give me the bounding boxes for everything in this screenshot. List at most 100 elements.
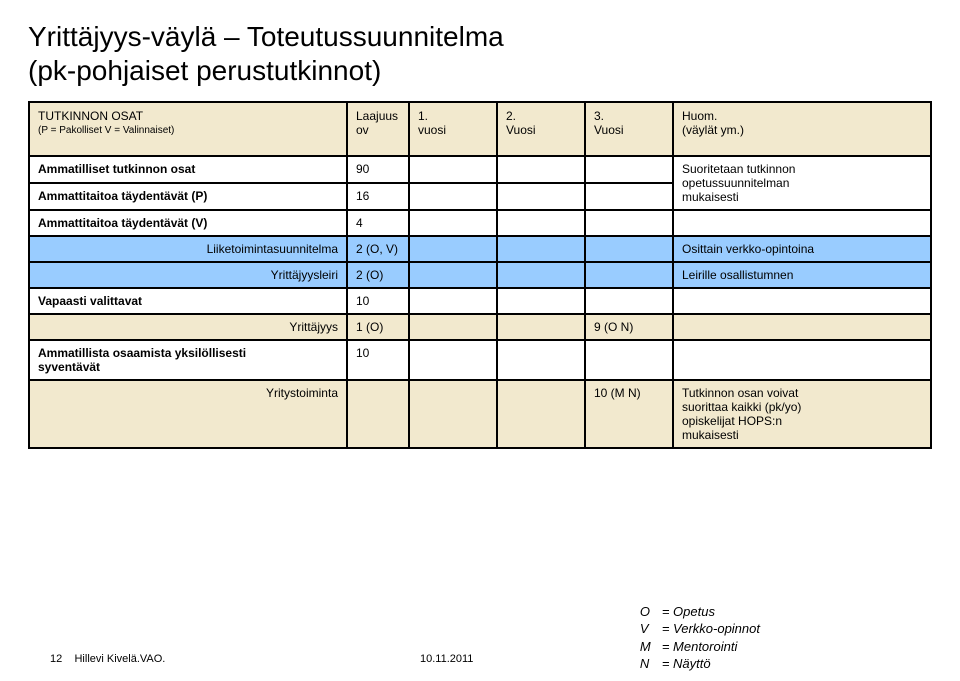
- cell-leiri-val: 2 (O): [347, 262, 409, 288]
- hdr-notes: Huom. (väylät ym.): [673, 102, 931, 156]
- yt-notes-l2: suorittaa kaikki (pk/yo): [682, 400, 801, 414]
- cell-vapaasti-label: Vapaasti valittavat: [29, 288, 347, 314]
- hdr-y1-l1: 1.: [418, 109, 428, 123]
- cell-empty: [673, 314, 931, 340]
- cell-empty: [409, 183, 497, 210]
- sectA-notes-l2: opetussuunnitelman: [682, 176, 789, 190]
- cell-taydentavat-p-val: 16: [347, 183, 409, 210]
- hdr-osat-l1: TUTKINNON OSAT: [38, 109, 143, 123]
- sectA-notes-l1: Suoritetaan tutkinnon: [682, 162, 795, 176]
- cell-empty: [585, 288, 673, 314]
- cell-empty: [585, 262, 673, 288]
- legend-n: = Näyttö: [662, 655, 711, 673]
- cell-syventavat-label: Ammatillista osaamista yksilöllisesti sy…: [29, 340, 347, 380]
- cell-empty: [409, 340, 497, 380]
- cell-empty: [497, 156, 585, 183]
- hdr-y2: 2. Vuosi: [497, 102, 585, 156]
- row-ammatilliset: Ammatilliset tutkinnon osat 90 Suoriteta…: [29, 156, 931, 183]
- cell-empty: [585, 340, 673, 380]
- cell-empty: [409, 380, 497, 448]
- cell-empty: [409, 210, 497, 236]
- hdr-y3-l2: Vuosi: [594, 123, 624, 137]
- cell-taydentavat-v-val: 4: [347, 210, 409, 236]
- cell-empty: [497, 183, 585, 210]
- sectA-notes-l3: mukaisesti: [682, 190, 739, 204]
- hdr-laajuus: Laajuus ov: [347, 102, 409, 156]
- table-header-row: TUTKINNON OSAT (P = Pakolliset V = Valin…: [29, 102, 931, 156]
- cell-taydentavat-v-label: Ammattitaitoa täydentävät (V): [29, 210, 347, 236]
- cell-yritystoiminta-label: Yritystoiminta: [29, 380, 347, 448]
- row-yrittajyysleiri: Yrittäjyysleiri 2 (O) Leirille osallistu…: [29, 262, 931, 288]
- cell-yrittajyys-label: Yrittäjyys: [29, 314, 347, 340]
- hdr-y1: 1. vuosi: [409, 102, 497, 156]
- cell-empty: [409, 262, 497, 288]
- hdr-osat-l2: (P = Pakolliset V = Valinnaiset): [38, 125, 338, 136]
- cell-empty: [673, 210, 931, 236]
- cell-sectA-notes: Suoritetaan tutkinnon opetussuunnitelman…: [673, 156, 931, 210]
- legend-o: = Opetus: [662, 603, 715, 621]
- cell-empty: [409, 314, 497, 340]
- hdr-osat: TUTKINNON OSAT (P = Pakolliset V = Valin…: [29, 102, 347, 156]
- row-yritystoiminta: Yritystoiminta 10 (M N) Tutkinnon osan v…: [29, 380, 931, 448]
- cell-yrittajyys-y3: 9 (O N): [585, 314, 673, 340]
- cell-empty: [497, 262, 585, 288]
- cell-yrittajyys-val: 1 (O): [347, 314, 409, 340]
- cell-lts-label: Liiketoimintasuunnitelma: [29, 236, 347, 262]
- cell-empty: [585, 183, 673, 210]
- cell-empty: [673, 340, 931, 380]
- hdr-y2-l2: Vuosi: [506, 123, 536, 137]
- cell-empty: [409, 288, 497, 314]
- cell-leiri-notes: Leirille osallistumnen: [673, 262, 931, 288]
- cell-ammatilliset-val: 90: [347, 156, 409, 183]
- legend-n-key: N: [640, 655, 662, 673]
- cell-empty: [497, 340, 585, 380]
- cell-lts-notes: Osittain verkko-opintoina: [673, 236, 931, 262]
- cell-lts-val: 2 (O, V): [347, 236, 409, 262]
- cell-vapaasti-val: 10: [347, 288, 409, 314]
- row-taydentavat-v: Ammattitaitoa täydentävät (V) 4: [29, 210, 931, 236]
- cell-empty: [497, 314, 585, 340]
- cell-empty: [497, 380, 585, 448]
- cell-empty: [585, 210, 673, 236]
- cell-yritystoiminta-notes: Tutkinnon osan voivat suorittaa kaikki (…: [673, 380, 931, 448]
- row-syventavat: Ammatillista osaamista yksilöllisesti sy…: [29, 340, 931, 380]
- cell-empty: [409, 236, 497, 262]
- cell-empty: [497, 210, 585, 236]
- legend-m-key: M: [640, 638, 662, 656]
- hdr-notes-l2: (väylät ym.): [682, 123, 744, 137]
- footer-page: 12: [50, 653, 62, 665]
- cell-syventavat-val: 10: [347, 340, 409, 380]
- footer-author: Hillevi Kivelä.VAO.: [74, 653, 165, 665]
- hdr-y3-l1: 3.: [594, 109, 604, 123]
- cell-empty: [673, 288, 931, 314]
- syv-l2: syventävät: [38, 360, 100, 374]
- legend-o-key: O: [640, 603, 662, 621]
- cell-empty: [409, 156, 497, 183]
- hdr-y2-l1: 2.: [506, 109, 516, 123]
- page-title: Yrittäjyys-väylä – Toteutussuunnitelma (…: [28, 20, 932, 87]
- row-yrittajyys: Yrittäjyys 1 (O) 9 (O N): [29, 314, 931, 340]
- cell-taydentavat-p-label: Ammattitaitoa täydentävät (P): [29, 183, 347, 210]
- footer-left: 12 Hillevi Kivelä.VAO.: [50, 653, 165, 665]
- legend: O= Opetus V= Verkko-opinnot M= Mentoroin…: [640, 603, 760, 673]
- syv-l1: Ammatillista osaamista yksilöllisesti: [38, 346, 246, 360]
- row-liiketoimintasuunnitelma: Liiketoimintasuunnitelma 2 (O, V) Ositta…: [29, 236, 931, 262]
- footer-date: 10.11.2011: [420, 653, 473, 665]
- cell-empty: [585, 156, 673, 183]
- legend-v: = Verkko-opinnot: [662, 620, 760, 638]
- yt-notes-l4: mukaisesti: [682, 428, 739, 442]
- cell-empty: [497, 236, 585, 262]
- yt-notes-l3: opiskelijat HOPS:n: [682, 414, 782, 428]
- hdr-laajuus-l2: ov: [356, 123, 369, 137]
- title-line1: Yrittäjyys-väylä – Toteutussuunnitelma: [28, 21, 504, 52]
- cell-ammatilliset-label: Ammatilliset tutkinnon osat: [29, 156, 347, 183]
- cell-empty: [497, 288, 585, 314]
- row-vapaasti: Vapaasti valittavat 10: [29, 288, 931, 314]
- cell-empty: [347, 380, 409, 448]
- hdr-notes-l1: Huom.: [682, 109, 717, 123]
- yt-notes-l1: Tutkinnon osan voivat: [682, 386, 798, 400]
- legend-v-key: V: [640, 620, 662, 638]
- hdr-y1-l2: vuosi: [418, 123, 446, 137]
- hdr-laajuus-l1: Laajuus: [356, 109, 398, 123]
- plan-table: TUTKINNON OSAT (P = Pakolliset V = Valin…: [28, 101, 932, 449]
